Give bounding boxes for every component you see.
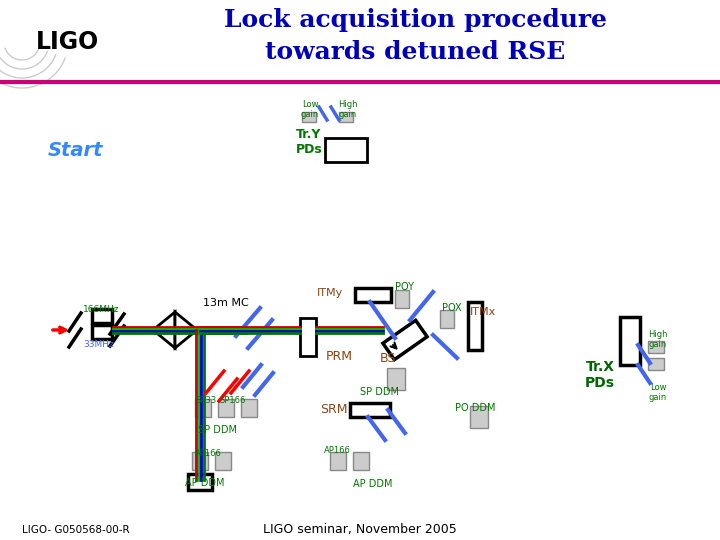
- Bar: [648, 358, 664, 370]
- Text: AP166: AP166: [195, 449, 222, 458]
- Bar: [387, 368, 405, 390]
- Text: SP DDM: SP DDM: [199, 425, 238, 435]
- Text: ITMy: ITMy: [317, 288, 343, 298]
- Text: Lock acquisition procedure
towards detuned RSE: Lock acquisition procedure towards detun…: [223, 8, 606, 64]
- Bar: [648, 341, 664, 353]
- Text: 166MHz: 166MHz: [83, 305, 120, 314]
- Bar: [330, 452, 346, 470]
- Bar: [339, 112, 353, 122]
- Text: Tr.X
PDs: Tr.X PDs: [585, 360, 615, 390]
- Text: High
gain: High gain: [338, 100, 358, 119]
- Text: AP DDM: AP DDM: [353, 479, 392, 489]
- Bar: [92, 309, 112, 323]
- Bar: [355, 288, 391, 302]
- Bar: [353, 452, 369, 470]
- Polygon shape: [175, 312, 197, 348]
- Bar: [350, 403, 390, 417]
- Text: LIGO- G050568-00-R: LIGO- G050568-00-R: [22, 525, 130, 535]
- Text: 33MHz: 33MHz: [83, 340, 114, 349]
- Bar: [325, 138, 367, 162]
- Text: SP33: SP33: [195, 396, 216, 405]
- Text: LIGO seminar, November 2005: LIGO seminar, November 2005: [263, 523, 457, 536]
- Text: ITMx: ITMx: [470, 307, 496, 317]
- Bar: [620, 317, 640, 365]
- Bar: [440, 310, 454, 328]
- Bar: [302, 112, 316, 122]
- Bar: [241, 399, 257, 417]
- Bar: [395, 290, 409, 308]
- Text: AP DDM: AP DDM: [185, 478, 225, 488]
- Text: SP DDM: SP DDM: [361, 387, 400, 397]
- Bar: [215, 452, 231, 470]
- Polygon shape: [153, 312, 175, 348]
- Text: Low
gain: Low gain: [301, 100, 319, 119]
- Bar: [188, 474, 212, 490]
- Text: BS: BS: [380, 352, 397, 365]
- Text: SP166: SP166: [220, 396, 246, 405]
- Bar: [300, 318, 316, 356]
- Bar: [195, 399, 211, 417]
- Text: Start: Start: [48, 140, 104, 159]
- Text: PRM: PRM: [326, 350, 353, 363]
- Text: High
gain: High gain: [648, 330, 667, 349]
- Bar: [192, 452, 208, 470]
- Text: PO DDM: PO DDM: [455, 403, 495, 413]
- Bar: [470, 406, 488, 428]
- Text: Tr.Y
PDs: Tr.Y PDs: [296, 128, 323, 156]
- Bar: [218, 399, 234, 417]
- Text: LIGO: LIGO: [37, 30, 99, 54]
- Bar: [468, 302, 482, 350]
- Bar: [92, 325, 112, 339]
- Text: AP166: AP166: [323, 446, 351, 455]
- Text: 13m MC: 13m MC: [203, 298, 248, 308]
- Text: POY: POY: [395, 282, 415, 292]
- Text: POX: POX: [442, 303, 462, 313]
- Text: SRM: SRM: [320, 403, 348, 416]
- Text: Low
gain: Low gain: [649, 383, 667, 402]
- Polygon shape: [383, 320, 427, 360]
